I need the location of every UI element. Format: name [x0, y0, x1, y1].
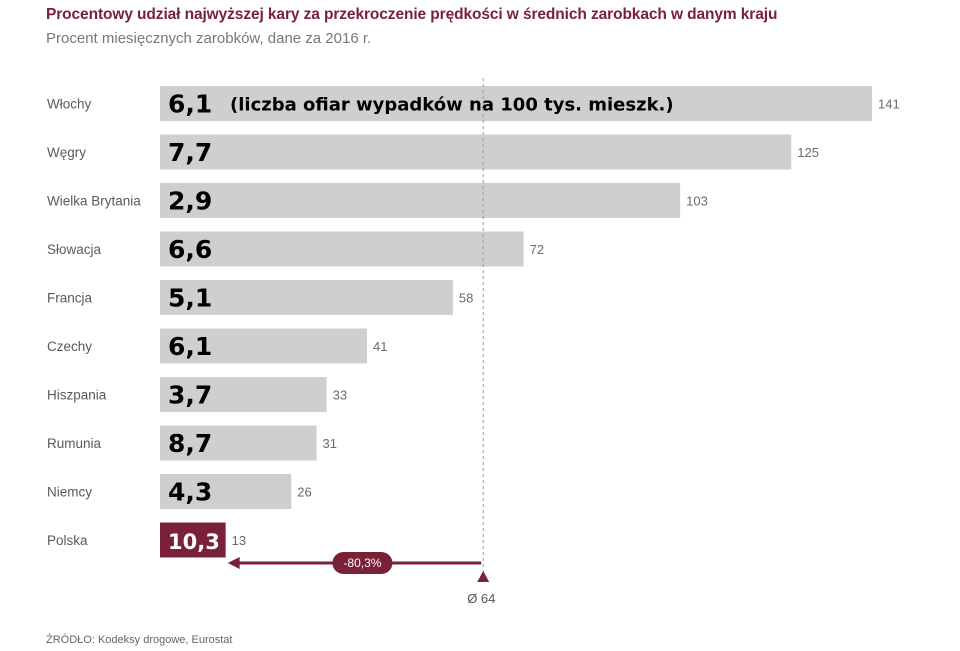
- category-label: Węgry: [47, 145, 86, 160]
- category-label: Polska: [47, 533, 88, 548]
- difference-arrow-head: [227, 557, 240, 569]
- value-label: 13: [232, 533, 246, 548]
- category-label: Wielka Brytania: [47, 194, 141, 209]
- category-label: Francja: [47, 291, 93, 306]
- category-label: Niemcy: [47, 485, 92, 500]
- bar: [160, 134, 792, 170]
- bar: [160, 231, 524, 267]
- average-marker: [477, 571, 490, 582]
- bar: [160, 183, 681, 218]
- value-label: 103: [686, 194, 708, 209]
- bar: [160, 377, 327, 412]
- bar: [160, 328, 368, 364]
- bar: [160, 86, 873, 121]
- category-label: Rumunia: [47, 436, 102, 451]
- overlay-label: 3,7: [168, 381, 212, 410]
- value-label: 33: [333, 388, 347, 403]
- bar: [160, 425, 317, 461]
- overlay-label: 6,1: [168, 332, 212, 361]
- value-label: 58: [459, 291, 473, 306]
- category-label: Hiszpania: [47, 388, 107, 403]
- overlay-label: 10,3: [168, 530, 220, 554]
- value-label: 26: [297, 485, 311, 500]
- bar: [160, 280, 453, 315]
- chart-title: Procentowy udział najwyższej kary za prz…: [46, 6, 778, 23]
- category-label: Włochy: [47, 97, 92, 112]
- category-label: Słowacja: [47, 242, 102, 257]
- overlay-label: 4,3: [168, 478, 212, 507]
- overlay-label: 2,9: [168, 187, 212, 216]
- difference-badge: [332, 552, 393, 574]
- bar: [160, 522, 226, 558]
- overlay-label: 5,1: [168, 284, 212, 313]
- value-label: 72: [530, 242, 544, 257]
- value-label: 141: [878, 97, 900, 112]
- value-label: 41: [373, 339, 387, 354]
- overlay-label: 6,6: [168, 235, 212, 264]
- value-label: 31: [323, 436, 337, 451]
- source-note: ŹRÓDŁO: Kodeksy drogowe, Eurostat: [46, 634, 233, 646]
- bar: [160, 474, 292, 509]
- chart-subtitle: Procent miesięcznych zarobków, dane za 2…: [46, 30, 372, 47]
- overlay-note: (liczba ofiar wypadków na 100 tys. miesz…: [230, 95, 674, 116]
- overlay-label: 6,1: [168, 90, 212, 119]
- overlay-label: 8,7: [168, 429, 212, 458]
- difference-label: -80,3%: [343, 556, 381, 570]
- overlay-label: 7,7: [168, 138, 212, 167]
- average-label: Ø 64: [467, 591, 495, 606]
- value-label: 125: [797, 145, 819, 160]
- category-label: Czechy: [47, 339, 92, 354]
